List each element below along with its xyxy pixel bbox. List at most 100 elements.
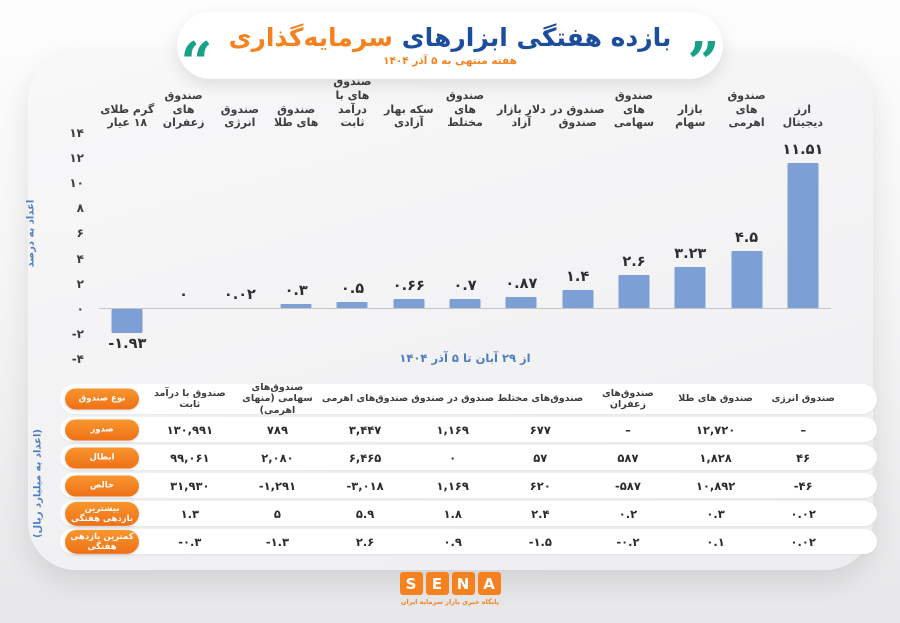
table-cell: ۱۳۰,۹۹۱: [166, 422, 214, 437]
bar-value-label: ۰: [179, 286, 189, 303]
y-tick-label: ۲: [76, 276, 84, 291]
chart-column: صندوق های اهرمی ۴.۵: [718, 88, 774, 358]
bar: [731, 251, 763, 308]
bar-value-label: ۰.۵: [340, 280, 365, 297]
category-label: صندوق های با درآمد ثابت: [333, 75, 371, 130]
table-cell: ۱۰,۸۹۲: [695, 478, 736, 493]
bar: [674, 267, 706, 308]
column-plot: ۲.۶: [606, 132, 662, 358]
category-label: صندوق انرژی: [220, 102, 259, 130]
logo-caption: پایگاه خبری بازار سرمایه ایران: [400, 598, 500, 606]
bar-value-label: ۱.۴: [566, 269, 590, 286]
table-cell: ۰.۱: [706, 534, 725, 549]
table-cell: –: [625, 422, 631, 437]
table-cell: ۴۶: [796, 450, 811, 465]
chart-column: صندوق های با درآمد ثابت ۰.۵: [324, 75, 380, 358]
table-cell: -۱.۵: [528, 534, 552, 549]
y-tick-label: ۰: [76, 301, 84, 316]
category-label: سکه بهار آزادی: [383, 102, 434, 130]
logo-letter-box: E: [425, 572, 449, 595]
chart-column: صندوق های طلا ۰.۳: [268, 88, 324, 358]
data-table: نوع صندوق صندوق انرژی صندوق های طلا صندوق‌ه…: [60, 382, 877, 557]
page-title-main: بازده هفتگی ابزارهای: [401, 23, 672, 53]
table-cell: -۳,۰۱۸: [346, 478, 384, 493]
table-cell: ۰.۹: [443, 534, 462, 549]
column-header: صندوق‌های اهرمی: [321, 393, 409, 405]
column-header: صندوق در صندوق: [411, 393, 495, 405]
column-header: صندوق‌های زعفران: [602, 387, 654, 410]
column-plot: ۴.۵: [718, 132, 774, 358]
logo-letter-box: S: [399, 572, 423, 595]
page-subtitle: هفته منتهی به ۵ آذر ۱۴۰۴: [383, 54, 517, 67]
table-cell: ۵: [273, 506, 281, 521]
table-cell: ۱,۸۲۸: [699, 450, 732, 465]
row-label-pill: خالص: [65, 475, 139, 496]
logo-letter-box: A: [477, 572, 501, 595]
x-axis-title: از ۲۹ آبان تا ۵ آذر ۱۴۰۴: [399, 351, 531, 365]
y-tick-label: -۲: [71, 326, 84, 341]
zero-baseline: [99, 307, 831, 309]
column-header: صندوق انرژی: [771, 393, 835, 405]
table-header-row: نوع صندوق صندوق انرژی صندوق های طلا صندوق‌ه…: [60, 382, 877, 416]
y-tick-label: ۶: [76, 226, 84, 241]
category-label: صندوق های زعفران: [162, 88, 205, 130]
y-tick-label: ۸: [76, 201, 84, 216]
table-cell: -۰.۲: [616, 534, 640, 549]
table-cell: ۰: [449, 450, 457, 465]
category-label: گرم طلای ۱۸ عیار: [100, 102, 155, 130]
column-plot: ۱۱.۵۱: [775, 132, 831, 358]
category-label: بازار سهام: [675, 102, 706, 130]
chart-column: سکه بهار آزادی ۰.۶۶: [381, 88, 437, 358]
table-cell: ۱۲,۷۲۰: [695, 422, 736, 437]
table-cell: ۷۸۹: [266, 422, 288, 437]
bar-value-label: ۰.۶۶: [392, 278, 425, 295]
chart-column: صندوق در صندوق ۱.۴: [550, 88, 606, 358]
category-label: دلار بازار آزاد: [497, 102, 546, 130]
table-cell: ۵.۹: [355, 506, 375, 521]
chart-column: صندوق انرژی ۰.۰۲: [212, 88, 268, 358]
bar: [562, 290, 594, 308]
bar-value-label: ۰.۷: [453, 277, 477, 294]
sena-logo: S E N A پایگاه خبری بازار سرمایه ایران: [0, 572, 900, 606]
logo-letter-box: N: [451, 572, 475, 595]
table-cell: ۰.۰۲: [790, 506, 816, 521]
bar-value-label: ۰.۸۷: [505, 275, 538, 292]
table-cell: -۵۸۷: [615, 478, 641, 493]
table-cell: -۱,۲۹۱: [258, 478, 297, 493]
table-cell: ۱,۱۶۹: [436, 422, 469, 437]
category-label: صندوق های سهامی: [613, 88, 655, 130]
column-header: صندوق های طلا: [678, 393, 753, 405]
column-plot: ۰.۵: [324, 132, 380, 358]
column-plot: -۱.۹۳: [99, 132, 155, 358]
table-cell: ۰.۲: [618, 506, 638, 521]
table-cell: ۱.۳: [180, 506, 200, 521]
table-cell: ۵۸۷: [617, 450, 639, 465]
column-plot: ۰.۶۶: [381, 132, 437, 358]
column-plot: ۳.۲۳: [662, 132, 718, 358]
y-tick-label: ۱۲: [69, 151, 84, 166]
table-cell: ۲,۰۸۰: [261, 450, 294, 465]
sena-logo-squares: S E N A: [399, 572, 501, 595]
table-cell: ۱.۸: [443, 506, 462, 521]
table-cell: ۲.۴: [531, 506, 550, 521]
bar: [505, 296, 537, 308]
table-cell: ۳۱,۹۳۰: [170, 478, 210, 493]
bar: [618, 275, 650, 308]
chart-column: صندوق های سهامی ۲.۶: [606, 88, 662, 358]
page-title: بازده هفتگی ابزارهای سرمایه‌گذاری: [229, 24, 672, 52]
bar-chart: ارز دیجیتال ۱۱.۵۱ صندوق های اهرمی ۴.۵ بازار …: [99, 75, 831, 358]
column-plot: ۰.۰۲: [212, 132, 268, 358]
table-cell: ۹۹,۰۶۱: [170, 450, 210, 465]
category-label: صندوق های طلا: [273, 102, 319, 130]
table-cell: ۶۷۷: [529, 422, 551, 437]
bar: [280, 304, 312, 308]
bar-value-label: ۱۱.۵۱: [782, 142, 824, 159]
category-label: صندوق های مختلط: [445, 88, 485, 130]
bar: [449, 298, 481, 308]
chart-column: ارز دیجیتال ۱۱.۵۱: [775, 88, 831, 358]
bar-value-label: ۴.۵: [734, 230, 759, 247]
table-cell: ۲.۶: [355, 534, 375, 549]
table-cell: ۶۲۰: [529, 478, 551, 493]
bar: [787, 163, 819, 308]
column-plot: ۱.۴: [550, 132, 606, 358]
